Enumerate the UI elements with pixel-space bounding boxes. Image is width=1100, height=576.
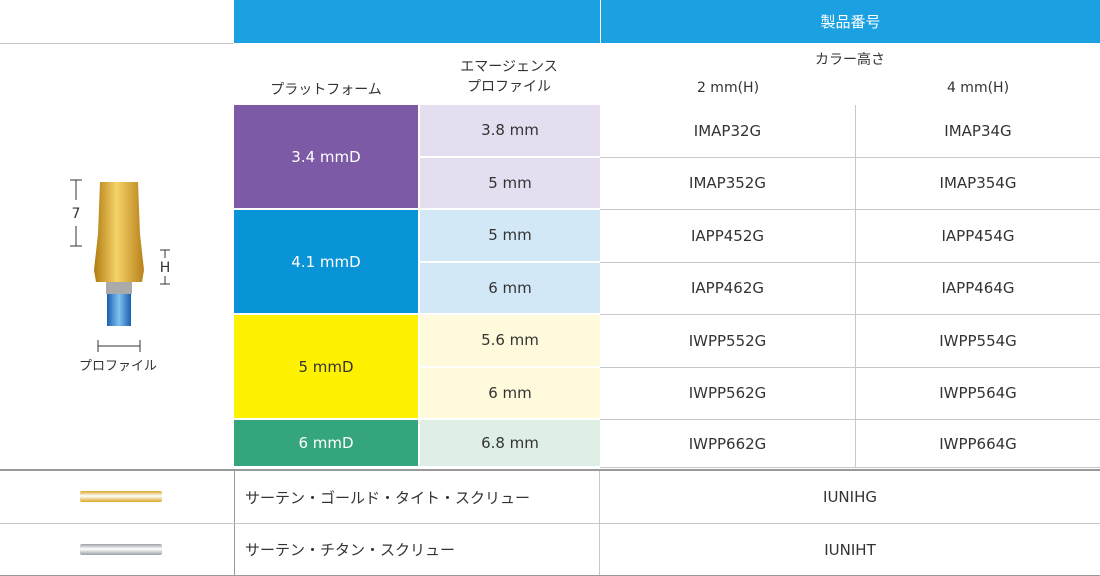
profile-cell: 5 mm: [418, 210, 600, 263]
code-cell: IAPP464G: [856, 263, 1100, 315]
code-cell: IWPP664G: [856, 420, 1100, 468]
dim-label: プロファイル: [79, 359, 157, 374]
platform-cell: 5 mmD: [234, 315, 418, 420]
rule: [0, 42, 234, 43]
profile-cell: 5 mm: [418, 157, 600, 210]
code-cell: IWPP562G: [600, 367, 856, 420]
code-cell: IAPP462G: [600, 262, 856, 315]
abutment-diagram: 7 H プロファイル: [70, 179, 171, 374]
profile-cell: 6.8 mm: [418, 420, 600, 468]
code-cell: IAPP452G: [600, 210, 856, 263]
screw-name: サーテン・チタン・スクリュー: [234, 523, 600, 576]
code-cell: IMAP34G: [856, 105, 1100, 158]
header-bg: [234, 0, 600, 43]
dim-label: H: [160, 260, 171, 276]
code-cell: IWPP564G: [856, 368, 1100, 420]
rule: [0, 43, 234, 44]
screw-icon: [80, 543, 162, 555]
code-cell: IMAP32G: [600, 105, 856, 158]
code-cell: IWPP552G: [600, 315, 856, 368]
screw-name: サーテン・ゴールド・タイト・スクリュー: [234, 471, 600, 524]
code-cell: IWPP662G: [600, 420, 856, 468]
profile-cell: 5.6 mm: [418, 315, 600, 368]
code-cell: IWPP554G: [856, 315, 1100, 368]
code-cell: IMAP354G: [856, 158, 1100, 210]
profile-cell: 6 mm: [418, 367, 600, 420]
rule: [0, 469, 1100, 471]
screw-code: IUNIHT: [824, 540, 876, 559]
header-cell: 製品番号: [601, 0, 1100, 43]
screw-icon: [80, 491, 162, 502]
code-cell: IAPP454G: [856, 210, 1100, 263]
profile-cell: 6 mm: [418, 262, 600, 315]
dim-label: 7: [72, 206, 81, 222]
profile-cell: 3.8 mm: [418, 105, 600, 158]
subheader-line: エマージェンス: [460, 59, 558, 75]
platform-cell: 3.4 mmD: [234, 105, 418, 210]
rule: [0, 523, 1100, 524]
subheader: カラー高さ: [815, 52, 885, 68]
platform-cell: 6 mmD: [234, 420, 418, 468]
subheader-line: プロファイル: [467, 79, 551, 95]
code-cell: IMAP352G: [600, 157, 856, 210]
subheader: 4 mm(H): [946, 80, 1010, 96]
subheader: エマージェンス プロファイル: [418, 43, 600, 105]
subheader: 2 mm(H): [696, 80, 760, 96]
screw-code: IUNIHG: [823, 488, 877, 507]
subheader: プラットフォーム: [270, 82, 382, 98]
platform-cell: 4.1 mmD: [234, 210, 418, 315]
